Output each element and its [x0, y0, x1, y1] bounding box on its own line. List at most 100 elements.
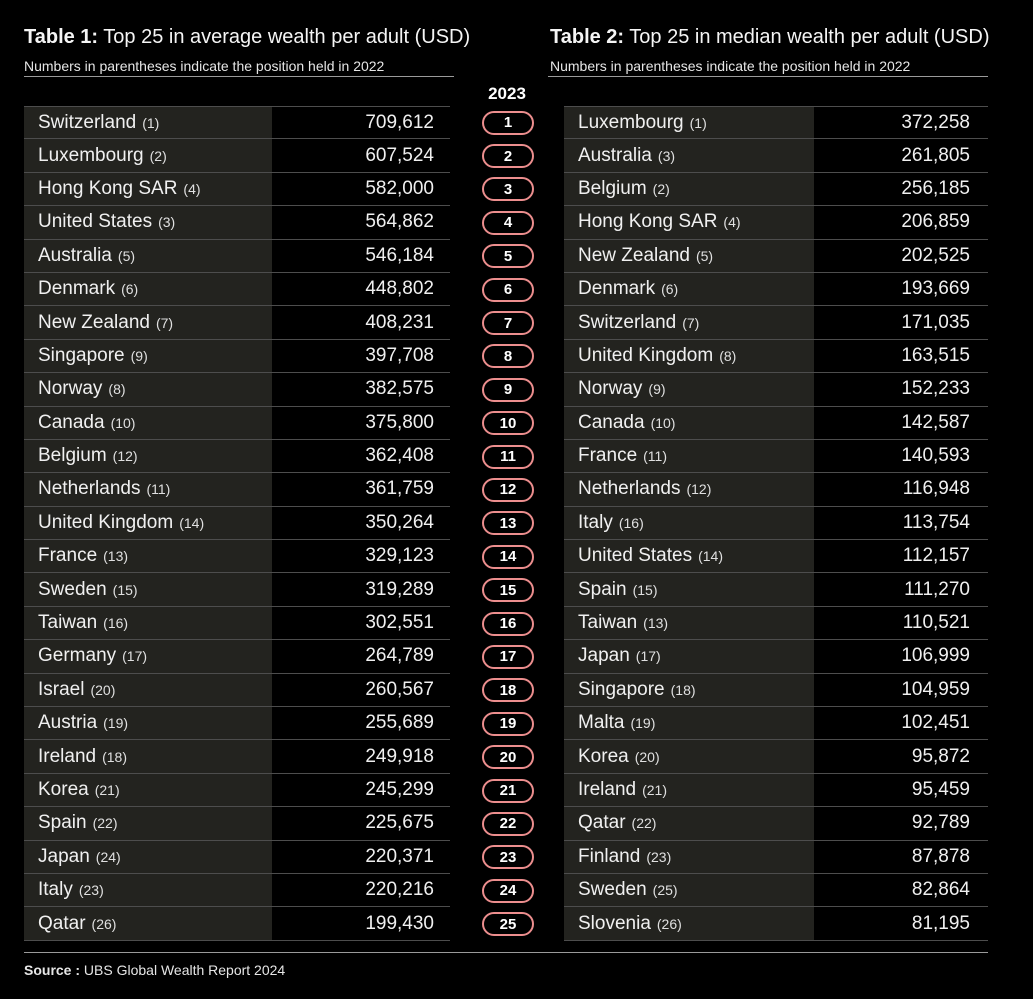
country-cell: New Zealand (5)	[564, 239, 814, 272]
table-row: Switzerland (1) 709,612	[24, 106, 450, 140]
previous-position: (13)	[103, 548, 129, 565]
country-name: United States	[38, 211, 153, 233]
country-cell: Taiwan (16)	[24, 606, 272, 640]
country-name: Spain	[578, 578, 627, 600]
table1-subtitle: Numbers in parentheses indicate the posi…	[24, 58, 385, 74]
previous-position: (19)	[630, 715, 656, 732]
rank-cell: 5	[478, 240, 538, 273]
table2-title-text: Top 25 in median wealth per adult (USD)	[629, 26, 990, 48]
wealth-value: 82,864	[911, 879, 970, 901]
table1-title-text: Top 25 in average wealth per adult (USD)	[103, 26, 471, 48]
country-name: Taiwan	[578, 612, 638, 634]
table-row: Korea (20) 95,872	[564, 740, 988, 774]
table-row: Netherlands (12) 116,948	[564, 473, 988, 507]
rank-badge: 6	[482, 277, 534, 302]
rank-badge: 3	[482, 177, 534, 202]
country-name: France	[38, 545, 98, 567]
previous-position: (14)	[698, 548, 723, 565]
table-row: Israel (20) 260,567	[24, 673, 450, 708]
wealth-value: 329,123	[365, 545, 434, 567]
table-row: Ireland (21) 95,459	[564, 773, 988, 808]
country-cell: Switzerland (7)	[564, 306, 814, 339]
previous-position: (8)	[108, 381, 126, 398]
previous-position: (4)	[183, 180, 201, 197]
rank-badge: 12	[482, 477, 534, 502]
table-row: Hong Kong SAR (4) 206,859	[564, 206, 988, 240]
source-text: UBS Global Wealth Report 2024	[83, 962, 286, 978]
country-cell: Belgium (2)	[564, 172, 814, 206]
country-cell: Luxembourg (1)	[564, 107, 814, 139]
source-label: Source :	[24, 962, 81, 978]
table-row: Qatar (26) 199,430	[24, 907, 450, 941]
table-row: United States (14) 112,157	[564, 540, 988, 574]
previous-position: (22)	[92, 815, 118, 832]
previous-position: (7)	[682, 314, 700, 331]
country-name: Austria	[38, 712, 98, 734]
wealth-value: 225,675	[365, 812, 434, 834]
rank-cell: 20	[478, 740, 538, 773]
country-cell: Hong Kong SAR (4)	[24, 172, 272, 206]
previous-position: (25)	[652, 882, 678, 899]
previous-position: (24)	[95, 848, 121, 865]
previous-position: (11)	[643, 448, 667, 465]
table-row: Taiwan (13) 110,521	[564, 606, 988, 641]
country-cell: Australia (3)	[564, 139, 814, 172]
country-cell: Luxembourg (2)	[24, 139, 272, 172]
country-cell: Italy (16)	[564, 506, 814, 540]
previous-position: (1)	[689, 114, 707, 131]
rank-cell: 24	[478, 874, 538, 907]
table2: Luxembourg (1) 372,258 Australia (3) 261,805 B…	[564, 106, 988, 941]
rank-column: 1 2 3 4 5 6 7 8 9 10 11 12 13 14 15 16 17 18 19 20 21 22 23 24 2…	[478, 106, 538, 941]
wealth-value: 106,999	[901, 645, 970, 667]
wealth-value: 245,299	[365, 779, 434, 800]
previous-position: (2)	[652, 180, 670, 197]
country-name: Italy	[38, 879, 73, 901]
rank-cell: 18	[478, 674, 538, 707]
table-row: United Kingdom (8) 163,515	[564, 339, 988, 374]
wealth-value: 171,035	[901, 311, 970, 333]
table-row: France (13) 329,123	[24, 540, 450, 574]
country-cell: Singapore (18)	[564, 673, 814, 707]
country-name: Germany	[38, 645, 117, 667]
wealth-value: 256,185	[901, 177, 970, 199]
country-cell: Canada (10)	[24, 406, 272, 439]
wealth-value: 116,948	[902, 478, 970, 500]
country-cell: Spain (22)	[24, 807, 272, 840]
footer-rule	[24, 952, 988, 953]
previous-position: (8)	[719, 347, 737, 364]
rank-badge: 9	[482, 377, 534, 402]
previous-position: (20)	[90, 681, 116, 698]
country-cell: United Kingdom (8)	[564, 339, 814, 373]
wealth-value: 140,593	[901, 445, 970, 467]
country-cell: Netherlands (12)	[564, 473, 814, 506]
country-cell: Austria (19)	[24, 707, 272, 740]
wealth-value: 220,216	[365, 879, 434, 901]
wealth-value: 264,789	[365, 645, 434, 667]
rank-cell: 7	[478, 306, 538, 339]
table-row: Italy (23) 220,216	[24, 873, 450, 908]
wealth-value: 361,759	[365, 478, 434, 500]
previous-position: (15)	[112, 581, 138, 598]
rank-cell: 10	[478, 407, 538, 440]
table-row: Denmark (6) 193,669	[564, 272, 988, 307]
table1-title: Table 1: Top 25 in average wealth per ad…	[24, 26, 470, 49]
wealth-value: 112,157	[902, 545, 970, 567]
table-row: Austria (19) 255,689	[24, 707, 450, 741]
country-name: Slovenia	[578, 912, 651, 934]
country-cell: Belgium (12)	[24, 439, 272, 473]
wealth-value: 249,918	[365, 745, 434, 767]
rank-badge: 20	[482, 745, 534, 770]
previous-position: (6)	[121, 281, 139, 298]
wealth-value: 111,270	[904, 578, 970, 600]
previous-position: (26)	[91, 915, 117, 932]
table-row: Belgium (12) 362,408	[24, 439, 450, 474]
previous-position: (10)	[650, 414, 676, 431]
table-row: Japan (17) 106,999	[564, 640, 988, 674]
country-name: Netherlands	[38, 478, 141, 500]
country-name: Denmark	[38, 278, 116, 300]
country-name: United States	[578, 545, 693, 567]
country-name: Luxembourg	[38, 144, 144, 166]
rank-badge: 24	[482, 878, 534, 903]
country-name: United Kingdom	[578, 344, 714, 366]
country-name: Spain	[38, 812, 87, 834]
